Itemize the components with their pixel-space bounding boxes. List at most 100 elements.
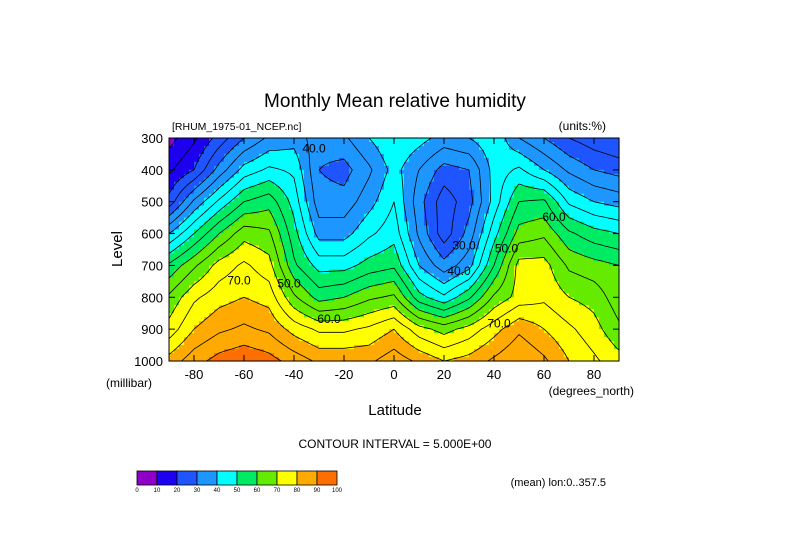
heatmap-cell <box>419 301 425 306</box>
heatmap-cell <box>369 201 375 207</box>
heatmap-cell <box>419 193 425 199</box>
heatmap-cell <box>379 277 385 282</box>
heatmap-cell <box>304 305 310 310</box>
heatmap-cell <box>589 293 595 298</box>
heatmap-cell <box>614 185 620 191</box>
heatmap-cell <box>499 221 505 227</box>
heatmap-cell <box>354 345 360 350</box>
heatmap-cell <box>494 293 500 298</box>
heatmap-cell <box>364 261 370 267</box>
heatmap-cell <box>319 341 325 346</box>
heatmap-cell <box>299 297 305 302</box>
heatmap-cell <box>394 153 400 159</box>
heatmap-cell <box>354 321 360 326</box>
heatmap-cell <box>429 337 435 342</box>
heatmap-cell <box>569 261 575 267</box>
heatmap-cell <box>404 301 410 306</box>
heatmap-cell <box>224 181 230 187</box>
heatmap-cell <box>204 293 210 298</box>
heatmap-cell <box>239 285 245 290</box>
heatmap-cell <box>244 185 250 191</box>
heatmap-cell <box>359 293 365 298</box>
heatmap-cell <box>514 281 520 286</box>
heatmap-cell <box>479 249 485 255</box>
heatmap-cell <box>259 253 265 259</box>
heatmap-cell <box>234 253 240 259</box>
heatmap-cell <box>604 141 610 147</box>
heatmap-cell <box>549 241 555 247</box>
heatmap-cell <box>604 157 610 163</box>
heatmap-cell <box>484 309 490 314</box>
heatmap-cell <box>424 305 430 310</box>
heatmap-cell <box>259 149 265 155</box>
heatmap-cell <box>324 313 330 318</box>
heatmap-cell <box>549 345 555 350</box>
heatmap-cell <box>334 337 340 342</box>
heatmap-cell <box>439 141 445 147</box>
heatmap-cell <box>604 265 610 271</box>
heatmap-cell <box>189 205 195 211</box>
heatmap-cell <box>314 257 320 263</box>
heatmap-cell <box>339 337 345 342</box>
heatmap-cell <box>204 153 210 159</box>
heatmap-cell <box>574 281 580 286</box>
heatmap-cell <box>579 333 585 338</box>
heatmap-cell <box>374 157 380 163</box>
heatmap-cell <box>354 165 360 171</box>
heatmap-cell <box>399 313 405 318</box>
heatmap-cell <box>564 253 570 259</box>
heatmap-cell <box>319 233 325 239</box>
heatmap-cell <box>539 225 545 231</box>
heatmap-cell <box>449 169 455 175</box>
heatmap-cell <box>484 205 490 211</box>
heatmap-cell <box>614 317 620 322</box>
heatmap-cell <box>204 353 210 358</box>
heatmap-cell <box>274 289 280 294</box>
heatmap-cell <box>509 309 515 314</box>
heatmap-cell <box>519 297 525 302</box>
heatmap-cell <box>194 277 200 282</box>
heatmap-cell <box>204 245 210 251</box>
heatmap-cell <box>489 145 495 151</box>
heatmap-cell <box>489 173 495 179</box>
heatmap-cell <box>429 201 435 207</box>
heatmap-cell <box>234 213 240 219</box>
heatmap-cell <box>499 145 505 151</box>
heatmap-cell <box>329 153 335 159</box>
heatmap-cell <box>544 337 550 342</box>
heatmap-cell <box>229 245 235 251</box>
heatmap-cell <box>544 185 550 191</box>
heatmap-cell <box>274 245 280 251</box>
heatmap-cell <box>379 161 385 167</box>
heatmap-cell <box>179 289 185 294</box>
heatmap-cell <box>429 293 435 298</box>
heatmap-cell <box>514 145 520 151</box>
heatmap-cell <box>184 241 190 247</box>
heatmap-cell <box>414 161 420 167</box>
heatmap-cell <box>589 305 595 310</box>
heatmap-cell <box>314 193 320 199</box>
heatmap-cell <box>269 213 275 219</box>
heatmap-cell <box>419 313 425 318</box>
heatmap-cell <box>304 249 310 255</box>
heatmap-cell <box>504 289 510 294</box>
heatmap-cell <box>314 185 320 191</box>
heatmap-cell <box>479 157 485 163</box>
heatmap-cell <box>559 269 565 274</box>
heatmap-cell <box>174 249 180 255</box>
heatmap-cell <box>614 261 620 267</box>
heatmap-cell <box>209 197 215 203</box>
heatmap-cell <box>324 213 330 219</box>
heatmap-cell <box>184 341 190 346</box>
heatmap-cell <box>444 181 450 187</box>
heatmap-cell <box>294 345 300 350</box>
heatmap-cell <box>569 153 575 159</box>
heatmap-cell <box>169 349 175 354</box>
heatmap-cell <box>309 141 315 147</box>
heatmap-cell <box>514 305 520 310</box>
heatmap-cell <box>224 345 230 350</box>
heatmap-cell <box>249 169 255 175</box>
heatmap-cell <box>329 317 335 322</box>
heatmap-cell <box>204 185 210 191</box>
heatmap-cell <box>569 237 575 243</box>
